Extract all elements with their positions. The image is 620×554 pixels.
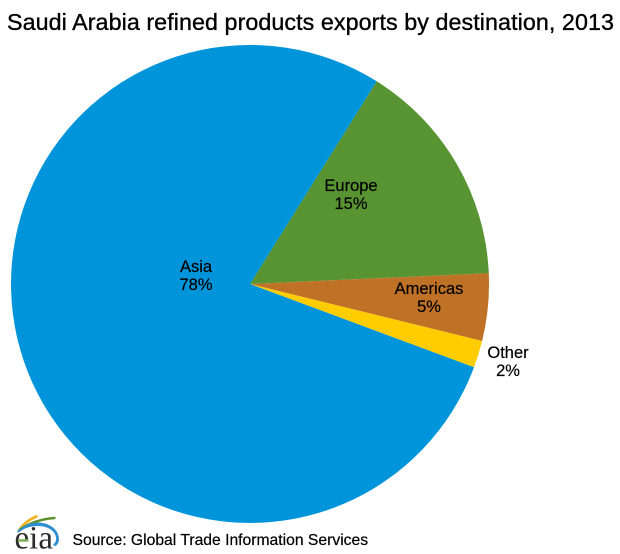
svg-text:eia: eia — [15, 521, 54, 554]
